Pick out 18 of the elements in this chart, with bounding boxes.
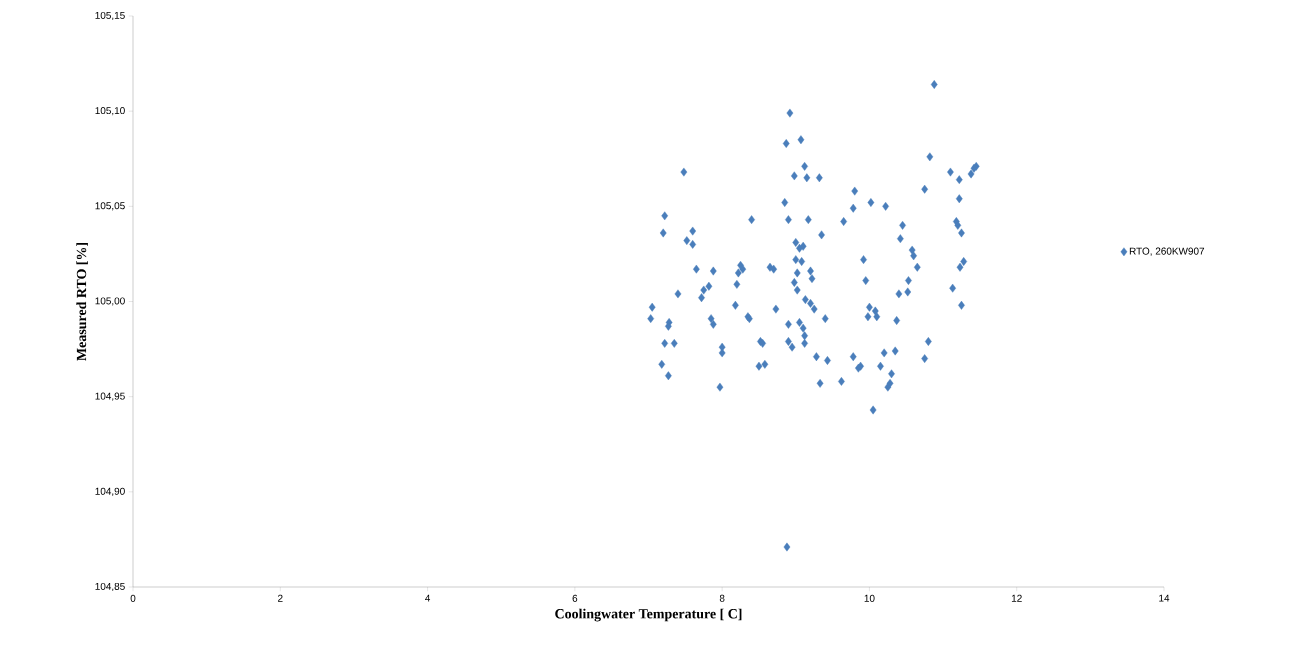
y-tick-label: 105,10 [95,107,125,116]
x-tick-label: 6 [572,594,578,602]
y-tick-label: 105,00 [95,297,125,306]
x-tick-label: 14 [1159,594,1170,602]
x-tick-label: 12 [1011,594,1022,602]
y-tick-label: 104,85 [95,582,125,592]
x-tick-label: 0 [130,594,136,602]
y-tick-label: 105,05 [95,202,125,211]
x-tick-label: 8 [719,594,725,602]
x-tick-label: 4 [425,594,431,602]
x-tick-label: 2 [278,594,283,602]
x-tick-label: 10 [864,594,875,602]
legend-label: RTO, 260KW907 [1129,247,1205,256]
y-tick-label: 104,90 [95,487,125,496]
y-tick-label: 105,15 [95,11,125,21]
y-tick-label: 104,95 [95,392,125,401]
y-axis-title: Measured RTO [%] [76,242,88,361]
x-axis-title: Coolingwater Temperature [ C] [555,608,742,622]
